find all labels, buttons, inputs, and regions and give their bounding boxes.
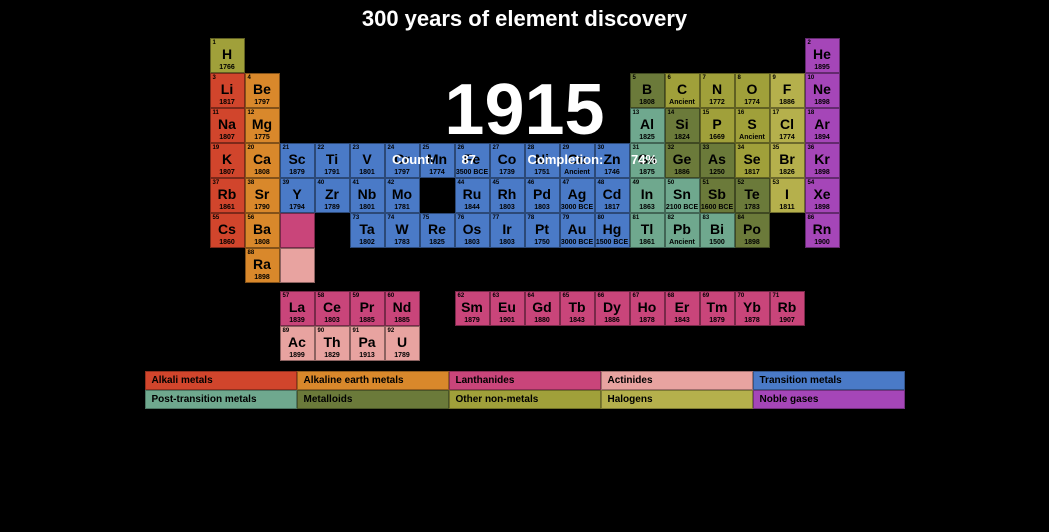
element-cell: 57La1839 (280, 291, 315, 326)
element-cell: 37Rb1861 (210, 178, 245, 213)
element-cell: 71Rb1907 (770, 291, 805, 326)
legend-item: Post-transition metals (145, 390, 297, 409)
element-cell: 63Eu1901 (490, 291, 525, 326)
element-cell: 44Ru1844 (455, 178, 490, 213)
element-cell: 66Dy1886 (595, 291, 630, 326)
element-cell: 56Ba1808 (245, 213, 280, 248)
element-cell: 45Rh1803 (490, 178, 525, 213)
element-cell: 53I1811 (770, 178, 805, 213)
legend-item: Alkali metals (145, 371, 297, 390)
legend-item: Transition metals (753, 371, 905, 390)
element-cell: 84Po1898 (735, 213, 770, 248)
element-cell: 50Sn2100 BCE (665, 178, 700, 213)
element-cell: 74W1783 (385, 213, 420, 248)
element-cell: 78Pt1750 (525, 213, 560, 248)
legend-item: Other non-metals (449, 390, 601, 409)
element-cell: 88Ra1898 (245, 248, 280, 283)
element-cell: 38Sr1790 (245, 178, 280, 213)
periodic-table: 1H17662He18953Li18174Be17975B18086CAncie… (0, 38, 1049, 283)
element-cell: 65Tb1843 (560, 291, 595, 326)
element-cell: 90Th1829 (315, 326, 350, 361)
legend-item: Actinides (601, 371, 753, 390)
element-cell: 54Xe1898 (805, 178, 840, 213)
element-cell: 60Nd1885 (385, 291, 420, 326)
element-cell (280, 248, 315, 283)
legend-item: Alkaline earth metals (297, 371, 449, 390)
element-cell: 55Cs1860 (210, 213, 245, 248)
element-cell: 40Zr1789 (315, 178, 350, 213)
element-cell: 46Pd1803 (525, 178, 560, 213)
element-cell: 81Tl1861 (630, 213, 665, 248)
element-cell: 83Bi1500 (700, 213, 735, 248)
f-block: 57La183958Ce180359Pr188560Nd1885 62Sm1879… (35, 291, 1049, 361)
info-panel: 1915 Count: 87 Completion: 74% (0, 68, 1049, 167)
element-cell (280, 213, 315, 248)
element-cell: 79Au3000 BCE (560, 213, 595, 248)
element-cell: 68Er1843 (665, 291, 700, 326)
element-cell: 47Ag3000 BCE (560, 178, 595, 213)
legend-item: Noble gases (753, 390, 905, 409)
element-cell: 69Tm1879 (700, 291, 735, 326)
element-cell: 59Pr1885 (350, 291, 385, 326)
legend: Alkali metalsAlkaline earth metalsLantha… (145, 371, 905, 409)
element-cell: 64Gd1880 (525, 291, 560, 326)
legend-item: Lanthanides (449, 371, 601, 390)
element-cell: 62Sm1879 (455, 291, 490, 326)
element-cell: 75Re1825 (420, 213, 455, 248)
element-cell: 76Os1803 (455, 213, 490, 248)
page-title: 300 years of element discovery (0, 0, 1049, 32)
legend-item: Metalloids (297, 390, 449, 409)
element-cell: 82PbAncient (665, 213, 700, 248)
element-cell: 51Sb1600 BCE (700, 178, 735, 213)
element-cell: 73Ta1802 (350, 213, 385, 248)
element-cell: 80Hg1500 BCE (595, 213, 630, 248)
element-cell: 58Ce1803 (315, 291, 350, 326)
year-display: 1915 (0, 74, 1049, 146)
element-cell: 41Nb1801 (350, 178, 385, 213)
element-cell: 42Mo1781 (385, 178, 420, 213)
element-cell: 39Y1794 (280, 178, 315, 213)
legend-item: Halogens (601, 390, 753, 409)
element-cell: 52Te1783 (735, 178, 770, 213)
element-cell: 91Pa1913 (350, 326, 385, 361)
element-cell: 67Ho1878 (630, 291, 665, 326)
element-cell: 70Yb1878 (735, 291, 770, 326)
element-cell: 77Ir1803 (490, 213, 525, 248)
element-cell: 86Rn1900 (805, 213, 840, 248)
element-cell: 92U1789 (385, 326, 420, 361)
element-cell: 48Cd1817 (595, 178, 630, 213)
element-cell: 49In1863 (630, 178, 665, 213)
stats: Count: 87 Completion: 74% (0, 152, 1049, 167)
element-cell: 89Ac1899 (280, 326, 315, 361)
